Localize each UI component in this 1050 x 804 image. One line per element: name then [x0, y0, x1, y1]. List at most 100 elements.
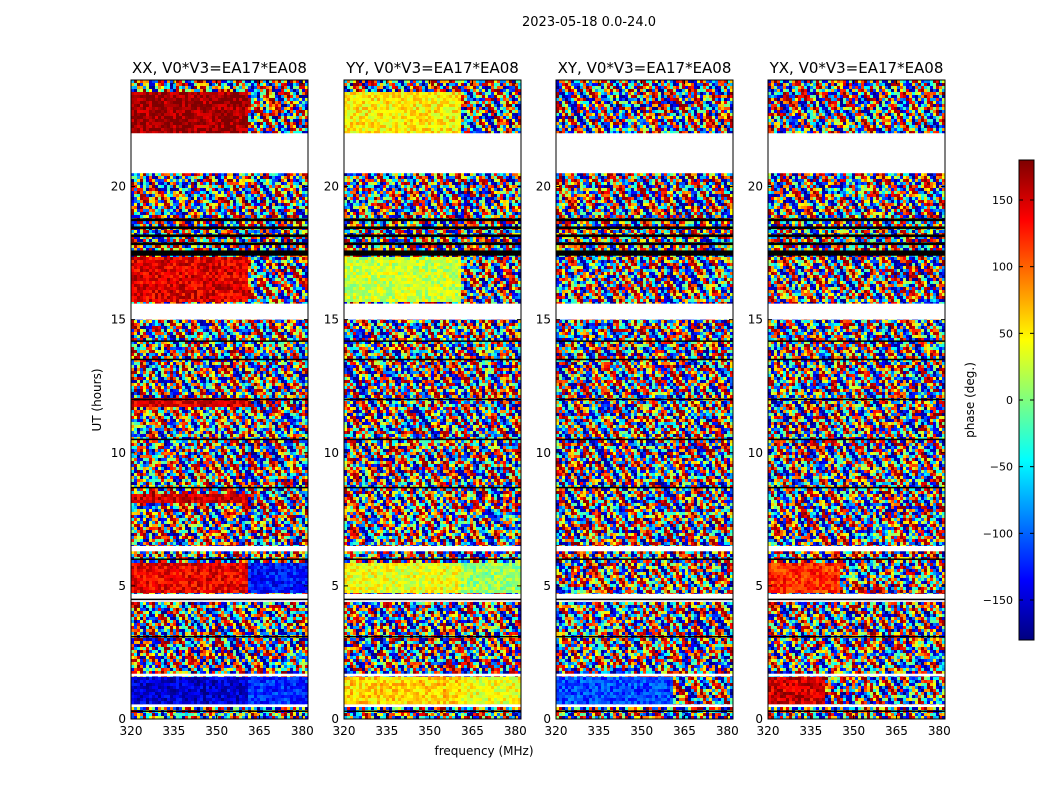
gap-blank-1-3 [344, 545, 521, 552]
gap-line-1-13 [344, 218, 521, 222]
gap-blank-3-3 [768, 545, 945, 552]
xtick-label-2-3: 365 [673, 724, 696, 738]
gap-blank-0-2 [131, 593, 308, 602]
gap-line-3-2 [768, 598, 945, 601]
y-axis-label: UT (hours) [90, 368, 104, 431]
ytick-label-1-2: 10 [324, 446, 339, 460]
colorbar-tick-label-0: 150 [992, 194, 1013, 207]
gap-blank-1-4 [344, 303, 521, 320]
gap-line-2-6 [556, 398, 733, 401]
xtick-label-3-4: 380 [928, 724, 951, 738]
ytick-label-3-0: 0 [755, 712, 763, 726]
xtick-label-0-0: 320 [120, 724, 143, 738]
gap-line-2-13 [556, 218, 733, 222]
gap-line-2-5 [556, 438, 733, 441]
gap-line-3-7 [768, 358, 945, 361]
ytick-label-1-0: 0 [331, 712, 339, 726]
panel-1: YY, V0*V3=EA17*EA08 320 335 350 365 380 0 5 10 15… [324, 59, 527, 738]
xtick-label-1-1: 335 [375, 724, 398, 738]
colorbar-tick-label-1: 100 [992, 261, 1013, 274]
gap-line-2-0 [556, 710, 733, 712]
xtick-label-1-0: 320 [333, 724, 356, 738]
gap-blank-0-4 [131, 303, 308, 320]
panel-3: YX, V0*V3=EA17*EA08 320 335 350 365 380 0 5 10 15… [748, 59, 951, 738]
panel-0: XX, V0*V3=EA17*EA08 320 335 350 365 380 0 5 10 15… [111, 59, 314, 738]
colorbar-tick-label-3: 0 [1006, 394, 1013, 407]
gap-line-3-10 [768, 242, 945, 246]
panels: XX, V0*V3=EA17*EA08 320 335 350 365 380 0 5 10 15… [111, 59, 951, 738]
panel-title-1: YY, V0*V3=EA17*EA08 [345, 59, 519, 77]
x-axis-label: frequency (MHz) [434, 744, 533, 758]
gap-line-1-7 [344, 358, 521, 361]
ytick-label-1-3: 15 [324, 313, 339, 327]
xtick-label-2-2: 350 [630, 724, 653, 738]
panel-title-3: YX, V0*V3=EA17*EA08 [769, 59, 944, 77]
ytick-label-3-3: 15 [748, 313, 763, 327]
gap-blank-1-2 [344, 593, 521, 602]
gap-line-1-0 [344, 710, 521, 712]
gap-line-3-12 [768, 226, 945, 230]
xtick-label-3-3: 365 [885, 724, 908, 738]
gap-line-0-13 [131, 218, 308, 222]
gap-line-1-11 [344, 234, 521, 238]
gap-line-2-2 [556, 598, 733, 601]
gap-line-0-7 [131, 358, 308, 361]
gap-blank-2-0 [556, 704, 733, 708]
xtick-label-2-4: 380 [716, 724, 739, 738]
ytick-label-2-3: 15 [536, 313, 551, 327]
xtick-label-2-1: 335 [587, 724, 610, 738]
panel-title-2: XY, V0*V3=EA17*EA08 [558, 59, 732, 77]
gap-blank-1-0 [344, 704, 521, 708]
colorbar-label: phase (deg.) [963, 362, 977, 438]
ytick-label-1-4: 20 [324, 180, 339, 194]
xtick-label-0-2: 350 [205, 724, 228, 738]
ytick-label-2-0: 0 [543, 712, 551, 726]
panel-2: XY, V0*V3=EA17*EA08 320 335 350 365 380 0 5 10 15… [536, 59, 739, 738]
colorbar-tick-label-6: −150 [983, 594, 1013, 607]
gap-line-2-10 [556, 242, 733, 246]
ytick-label-0-1: 5 [118, 579, 126, 593]
gap-line-1-5 [344, 438, 521, 441]
ytick-label-0-3: 15 [111, 313, 126, 327]
gap-line-2-8 [556, 340, 733, 342]
gap-line-3-11 [768, 234, 945, 238]
xtick-label-3-2: 350 [842, 724, 865, 738]
ytick-label-3-2: 10 [748, 446, 763, 460]
gap-line-3-4 [768, 486, 945, 489]
gap-blank-2-3 [556, 545, 733, 552]
gap-line-0-0 [131, 710, 308, 712]
gap-blank-1-1 [344, 673, 521, 677]
gap-line-1-3 [344, 558, 521, 560]
ytick-label-0-0: 0 [118, 712, 126, 726]
gap-line-3-5 [768, 438, 945, 441]
gap-blank-3-1 [768, 673, 945, 677]
gap-line-2-7 [556, 358, 733, 361]
gap-line-1-10 [344, 242, 521, 246]
xtick-label-0-1: 335 [162, 724, 185, 738]
gap-line-0-3 [131, 558, 308, 560]
gap-line-3-0 [768, 710, 945, 712]
ytick-label-0-4: 20 [111, 180, 126, 194]
panel-title-0: XX, V0*V3=EA17*EA08 [132, 59, 307, 77]
gap-line-0-6 [131, 398, 308, 401]
ytick-label-2-4: 20 [536, 180, 551, 194]
gap-line-1-2 [344, 598, 521, 601]
ytick-label-3-1: 5 [755, 579, 763, 593]
colorbar-tick-label-2: 50 [999, 327, 1013, 340]
xtick-label-1-4: 380 [504, 724, 527, 738]
gap-line-3-6 [768, 398, 945, 401]
colorbar-tick-label-5: −100 [983, 527, 1013, 540]
xtick-label-3-0: 320 [757, 724, 780, 738]
ytick-label-2-2: 10 [536, 446, 551, 460]
gap-line-2-12 [556, 226, 733, 230]
panel-frame-2 [555, 79, 734, 720]
gap-line-2-11 [556, 234, 733, 238]
gap-line-2-3 [556, 558, 733, 560]
gap-blank-2-1 [556, 673, 733, 677]
ytick-label-2-1: 5 [543, 579, 551, 593]
gap-line-1-6 [344, 398, 521, 401]
xtick-label-1-2: 350 [418, 724, 441, 738]
gap-line-1-1 [344, 635, 521, 638]
gap-line-3-8 [768, 340, 945, 342]
